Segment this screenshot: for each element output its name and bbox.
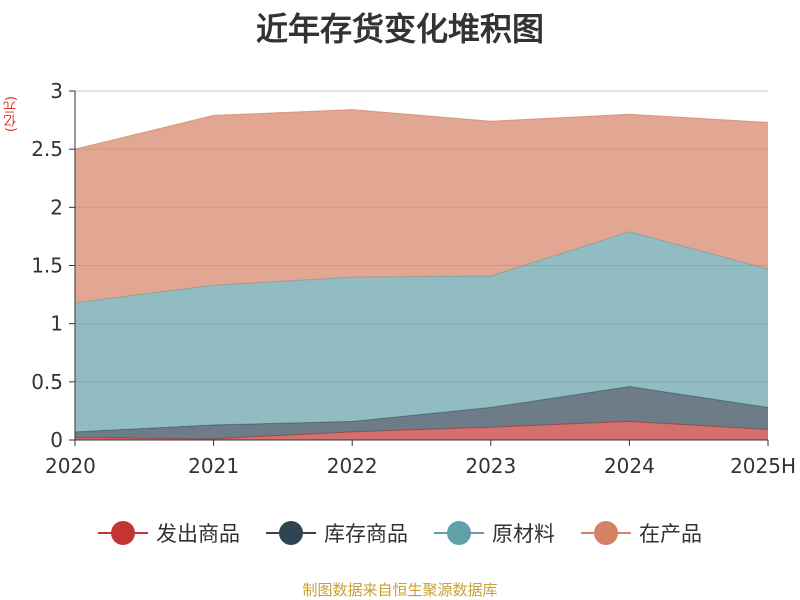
legend-swatch-icon [98, 521, 148, 545]
y-tick-label: 1 [50, 312, 63, 336]
y-tick-label: 0.5 [31, 370, 63, 394]
y-tick-label: 0 [50, 428, 63, 452]
area-series-2-edge [74, 385, 769, 433]
y-tick-label: 3 [50, 79, 63, 103]
legend-item-3[interactable]: 原材料 [434, 518, 555, 548]
legend-label: 库存商品 [324, 522, 408, 546]
area-series-3 [75, 231, 768, 432]
legend-swatch-icon [434, 521, 484, 545]
chart-title: 近年存货变化堆积图 [255, 10, 544, 48]
legend-item-1[interactable]: 发出商品 [98, 518, 240, 548]
area-series-4-edge [74, 109, 769, 150]
legend-label: 在产品 [639, 522, 702, 546]
legend: 发出商品 库存商品 原材料 在产品 [0, 518, 800, 548]
x-tick-label: 2021 [188, 454, 239, 478]
legend-label: 原材料 [492, 522, 555, 546]
axes: 0 0.5 1 1.5 2 2.5 3 2020 2021 2022 2023 2024 2025H [31, 79, 796, 478]
legend-label: 发出商品 [156, 522, 240, 546]
source-note: 制图数据来自恒生聚源数据库 [302, 581, 498, 599]
y-tick-label: 2 [50, 195, 63, 219]
x-tick-label: 2020 [45, 454, 96, 478]
area-series-layer [74, 109, 769, 440]
x-tick-label: 2024 [604, 454, 655, 478]
area-series-1 [75, 421, 768, 440]
legend-swatch-icon [266, 521, 316, 545]
y-tick-label: 1.5 [31, 254, 63, 278]
x-tick-label: 2025H [730, 454, 796, 478]
x-tick-label: 2022 [327, 454, 378, 478]
area-series-4 [75, 109, 768, 303]
x-tick-label: 2023 [465, 454, 516, 478]
legend-swatch-icon [581, 521, 631, 545]
legend-item-4[interactable]: 在产品 [581, 518, 702, 548]
area-series-2 [75, 386, 768, 439]
legend-item-2[interactable]: 库存商品 [266, 518, 408, 548]
y-tick-label: 2.5 [31, 137, 63, 161]
